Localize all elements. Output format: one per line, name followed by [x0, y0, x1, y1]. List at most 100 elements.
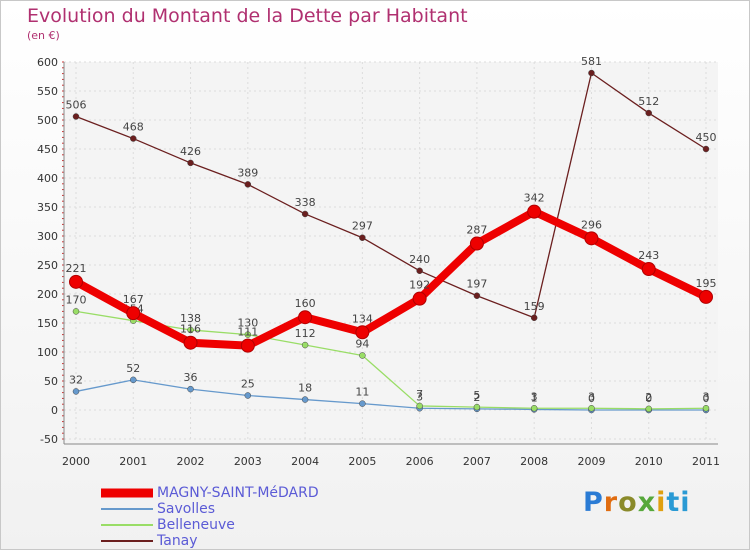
x-tick-label: 2002: [177, 455, 205, 468]
x-tick-label: 2007: [463, 455, 491, 468]
data-point-savolles: [244, 392, 252, 399]
legend-label-belleneuve: Belleneuve: [157, 517, 235, 533]
data-point-savolles: [301, 396, 309, 403]
data-point-tanay: [244, 181, 252, 188]
data-point-belleneuve: [473, 403, 481, 411]
data-point-magny-saint-m-dard: [183, 335, 198, 350]
data-label-tanay: 468: [123, 121, 144, 134]
data-label-magny-saint-m-dard: 116: [180, 323, 201, 336]
data-label-belleneuve: 5: [473, 389, 480, 402]
data-label-magny-saint-m-dard: 160: [295, 297, 316, 310]
data-label-savolles: 18: [298, 382, 312, 395]
data-point-belleneuve: [301, 341, 309, 349]
data-label-savolles: 52: [126, 362, 140, 375]
data-label-magny-saint-m-dard: 296: [581, 218, 602, 231]
data-label-tanay: 197: [466, 278, 487, 291]
legend-swatch-belleneuve: [101, 524, 153, 526]
data-label-belleneuve: 138: [180, 312, 201, 325]
y-tick-label: 100: [37, 346, 58, 359]
data-label-tanay: 159: [524, 300, 545, 313]
data-point-belleneuve: [702, 405, 710, 412]
legend-swatch-tanay: [101, 540, 153, 542]
y-tick-label: 600: [37, 56, 58, 69]
data-label-tanay: 389: [237, 166, 258, 179]
data-point-magny-saint-m-dard: [298, 310, 313, 325]
data-label-magny-saint-m-dard: 192: [409, 279, 430, 292]
data-label-savolles: 36: [184, 371, 198, 384]
series-line-belleneuve: [75, 310, 707, 410]
data-point-belleneuve: [187, 326, 194, 334]
x-tick-label: 2003: [234, 455, 262, 468]
logo-letter: P: [583, 487, 604, 518]
x-tick-label: 2004: [291, 455, 319, 468]
data-label-magny-saint-m-dard: 195: [696, 277, 717, 290]
data-point-savolles: [187, 385, 194, 393]
data-point-magny-saint-m-dard: [355, 325, 370, 340]
x-tick-label: 2009: [577, 455, 605, 468]
y-tick-label: 550: [37, 85, 58, 98]
data-point-tanay: [645, 109, 652, 117]
logo-letter: o: [618, 487, 638, 518]
data-label-belleneuve: 170: [66, 293, 87, 306]
data-point-tanay: [416, 267, 423, 275]
data-point-tanay: [588, 69, 595, 77]
data-label-tanay: 512: [638, 95, 659, 108]
legend-swatch-savolles: [101, 508, 153, 510]
data-label-savolles: 25: [241, 378, 255, 391]
data-label-tanay: 240: [409, 253, 430, 266]
y-tick-label: 400: [37, 172, 58, 185]
logo-letter: i: [656, 487, 667, 518]
x-tick-label: 2005: [348, 455, 376, 468]
y-tick-label: 500: [37, 114, 58, 127]
series-line-tanay: [75, 72, 707, 319]
data-label-belleneuve: 94: [355, 337, 369, 350]
data-label-belleneuve: 3: [703, 390, 710, 403]
data-label-magny-saint-m-dard: 287: [466, 224, 487, 237]
data-label-belleneuve: 7: [416, 388, 423, 401]
y-tick-label: 300: [37, 230, 58, 243]
data-label-tanay: 297: [352, 220, 373, 233]
data-label-savolles: 1: [531, 391, 538, 404]
data-label-magny-saint-m-dard: 342: [524, 192, 545, 205]
y-tick-label: -50: [40, 433, 58, 446]
y-tick-label: 0: [51, 404, 58, 417]
x-tick-label: 2010: [635, 455, 663, 468]
data-label-belleneuve: 3: [531, 390, 538, 403]
data-point-belleneuve: [530, 405, 538, 412]
data-label-savolles: 2: [473, 391, 480, 404]
chart-subtitle: (en €): [27, 29, 60, 42]
logo-letter: x: [637, 487, 657, 518]
y-tick-label: 250: [37, 259, 58, 272]
data-point-magny-saint-m-dard: [584, 231, 599, 246]
proxiti-logo: Proxiti: [583, 487, 691, 518]
y-tick-label: 150: [37, 317, 58, 330]
data-point-tanay: [72, 113, 80, 120]
x-tick-label: 2011: [692, 455, 720, 468]
data-label-savolles: 11: [355, 386, 369, 399]
data-point-belleneuve: [244, 331, 252, 338]
data-label-magny-saint-m-dard: 167: [123, 293, 144, 306]
data-label-savolles: 0: [588, 392, 595, 405]
x-tick-label: 2006: [406, 455, 434, 468]
data-label-magny-saint-m-dard: 111: [237, 326, 258, 339]
data-point-belleneuve: [645, 405, 652, 413]
data-label-savolles: 0: [645, 392, 652, 405]
data-point-savolles: [130, 376, 137, 384]
x-tick-label: 2001: [119, 455, 147, 468]
data-label-tanay: 338: [295, 196, 316, 209]
legend-label-tanay: Tanay: [157, 533, 198, 549]
data-point-savolles: [359, 400, 366, 407]
data-label-belleneuve: 112: [295, 327, 316, 340]
chart-title: Evolution du Montant de la Dette par Hab…: [27, 5, 468, 27]
data-label-belleneuve: 2: [645, 391, 652, 404]
data-label-belleneuve: 3: [588, 390, 595, 403]
data-label-belleneuve: 130: [237, 317, 258, 330]
data-point-belleneuve: [72, 308, 80, 315]
x-tick-label: 2008: [520, 455, 548, 468]
data-label-magny-saint-m-dard: 134: [352, 312, 373, 325]
series-line-savolles: [75, 379, 706, 411]
data-point-magny-saint-m-dard: [641, 262, 656, 277]
data-point-tanay: [130, 135, 137, 142]
